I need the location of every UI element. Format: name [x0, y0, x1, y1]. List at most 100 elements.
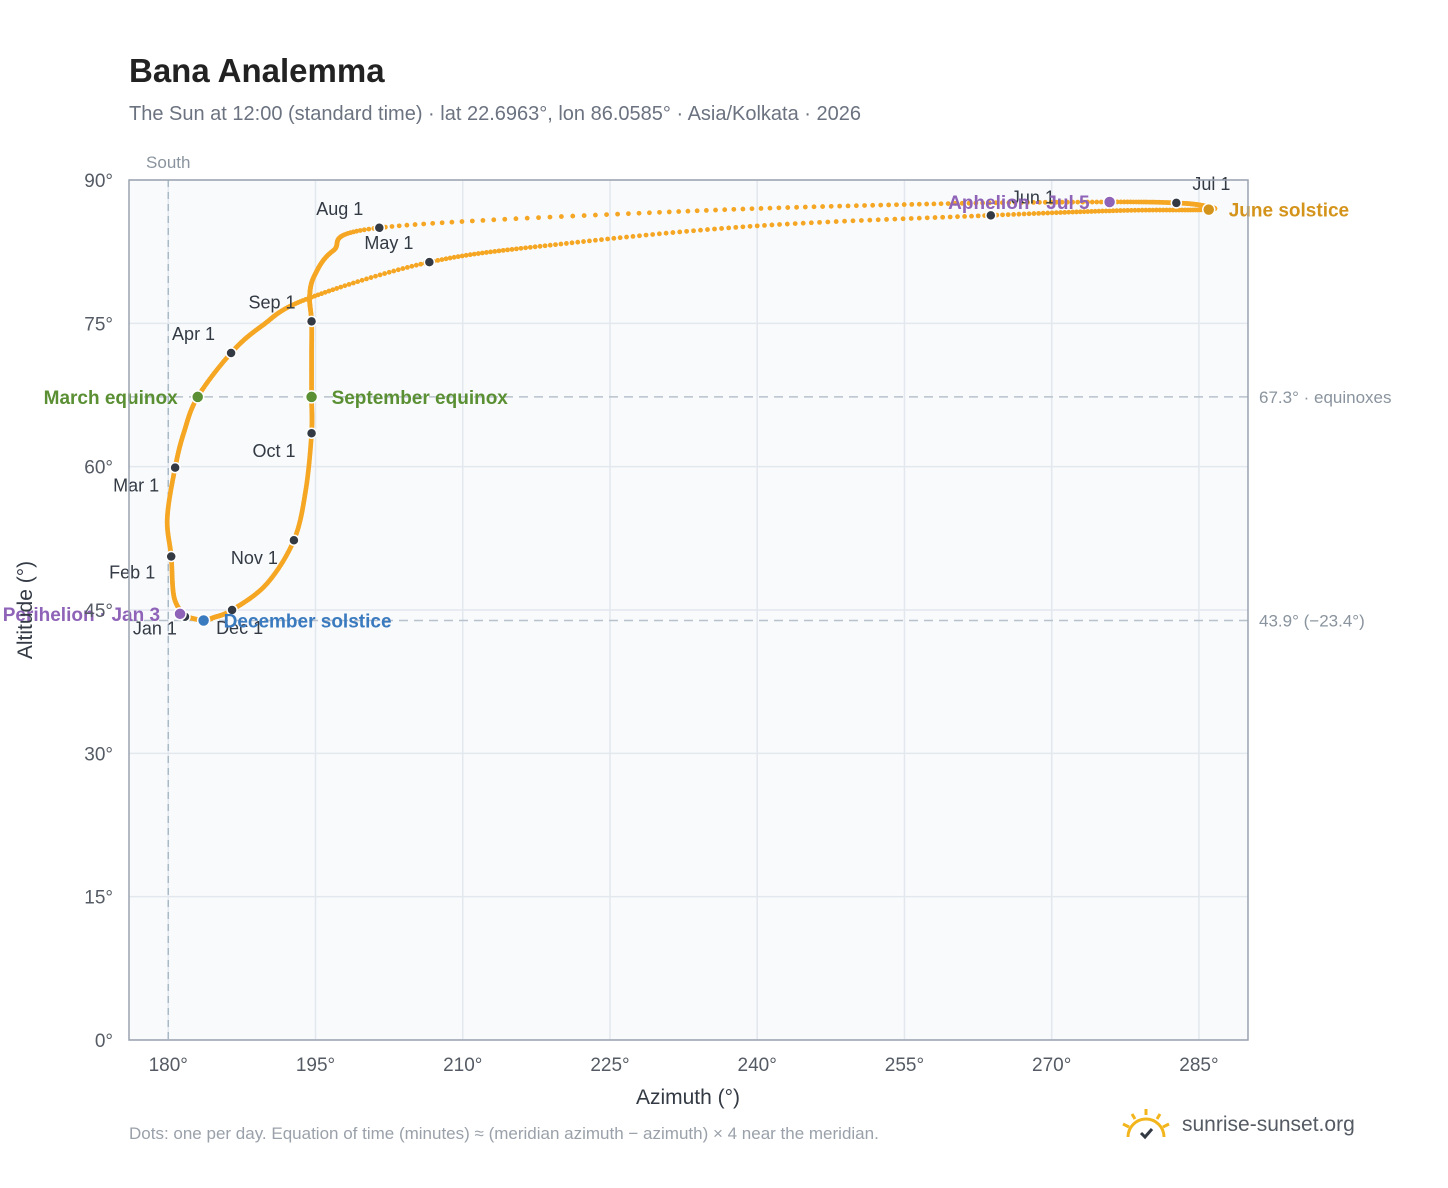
daily-dot	[684, 228, 690, 234]
daily-dot	[524, 215, 530, 221]
daily-dot	[892, 216, 898, 222]
daily-dot	[767, 205, 773, 211]
daily-dot	[475, 251, 481, 256]
daily-dot	[862, 203, 867, 208]
month-marker	[169, 461, 181, 474]
daily-dot	[1040, 210, 1046, 216]
daily-dot	[1012, 200, 1018, 205]
daily-dot	[1098, 199, 1104, 205]
daily-dot	[1153, 207, 1159, 213]
daily-dot	[459, 253, 465, 259]
axes: 180° 195° 210° 225° 240° 255° 270° 285° 0° 15° 30°…	[84, 171, 1218, 1076]
daily-dot	[364, 276, 369, 282]
event-marker	[1201, 202, 1216, 217]
daily-dot	[740, 206, 746, 212]
month-marker-label: Mar 1	[113, 476, 159, 496]
daily-dot	[646, 210, 652, 216]
daily-dot	[558, 241, 564, 247]
daily-dot	[754, 223, 760, 229]
month-marker-label: Aug 1	[316, 199, 363, 219]
y-tick-label: 15°	[84, 888, 113, 909]
daily-dot	[870, 202, 876, 208]
daily-dot	[1031, 199, 1036, 205]
daily-dot	[878, 202, 884, 208]
daily-dot	[722, 207, 728, 213]
daily-dot	[500, 247, 506, 253]
daily-dot	[615, 211, 620, 217]
daily-dot	[666, 209, 672, 215]
daily-dot	[368, 275, 374, 280]
daily-dot	[932, 215, 938, 220]
daily-dot	[532, 244, 538, 250]
daily-dot	[505, 247, 510, 253]
event-label: Perihelion · Jan 3	[3, 605, 160, 626]
daily-dot	[1089, 199, 1095, 205]
daily-dot	[1054, 210, 1059, 216]
daily-dot	[762, 222, 767, 228]
daily-dot	[1099, 208, 1105, 214]
daily-dot	[593, 237, 598, 243]
daily-dot	[319, 291, 325, 297]
daily-dot	[326, 288, 332, 294]
daily-dot	[1157, 207, 1163, 213]
daily-dot	[962, 214, 968, 219]
daily-dot	[712, 226, 717, 232]
daily-dot	[719, 226, 724, 231]
daily-dot	[1016, 211, 1022, 217]
daily-dot	[808, 220, 814, 226]
daily-dot	[518, 245, 524, 251]
plot-border	[128, 179, 1249, 1041]
daily-dot	[794, 204, 799, 210]
daily-dot	[733, 224, 739, 230]
brand[interactable]: sunrise-sunset.org	[1120, 1105, 1355, 1145]
daily-dot	[617, 235, 623, 241]
daily-dot	[820, 204, 826, 209]
daily-dot	[1018, 200, 1024, 205]
x-tick-label: 225°	[590, 1055, 629, 1076]
daily-dot	[1128, 207, 1134, 213]
daily-dot	[886, 202, 892, 208]
daily-dot	[435, 258, 441, 263]
daily-dot	[570, 213, 576, 219]
daily-dot	[1085, 209, 1091, 214]
daily-dot	[1005, 212, 1011, 218]
daily-dot	[643, 232, 649, 238]
daily-dot	[443, 256, 449, 262]
daily-dot	[496, 248, 502, 254]
daily-dot	[947, 214, 953, 220]
y-axis-label: Altitude (°)	[14, 561, 37, 659]
daily-dot	[837, 203, 843, 209]
daily-dot	[966, 200, 972, 206]
reference-line-label: 43.9° (−23.4°)	[1259, 612, 1365, 631]
daily-dot	[471, 251, 477, 257]
daily-dot	[731, 206, 737, 212]
daily-dot	[833, 219, 839, 224]
daily-dot	[430, 220, 436, 226]
daily-dot	[657, 209, 662, 215]
daily-dot	[916, 215, 922, 221]
daily-dot	[656, 231, 662, 237]
x-tick-label: 255°	[885, 1055, 924, 1076]
daily-dot	[909, 201, 915, 207]
daily-dot	[459, 219, 465, 224]
daily-dot	[916, 201, 922, 207]
daily-dot	[359, 277, 365, 283]
daily-dot	[858, 218, 864, 223]
month-marker-label: Jul 1	[1192, 174, 1230, 194]
daily-dot	[599, 237, 604, 243]
daily-dot	[611, 235, 617, 241]
month-marker-label: Apr 1	[172, 324, 215, 344]
daily-dot	[850, 218, 856, 224]
month-marker	[288, 534, 300, 546]
daily-dot	[400, 266, 406, 271]
daily-dot	[703, 207, 709, 213]
x-axis-label: Azimuth (°)	[636, 1086, 740, 1109]
daily-dot	[1058, 210, 1063, 215]
month-marker-label: May 1	[364, 233, 413, 253]
daily-dot	[502, 216, 508, 222]
daily-dot	[605, 236, 611, 242]
daily-dot	[747, 223, 753, 229]
daily-dot	[1118, 199, 1124, 205]
month-marker	[373, 222, 386, 234]
daily-dot	[802, 204, 808, 210]
